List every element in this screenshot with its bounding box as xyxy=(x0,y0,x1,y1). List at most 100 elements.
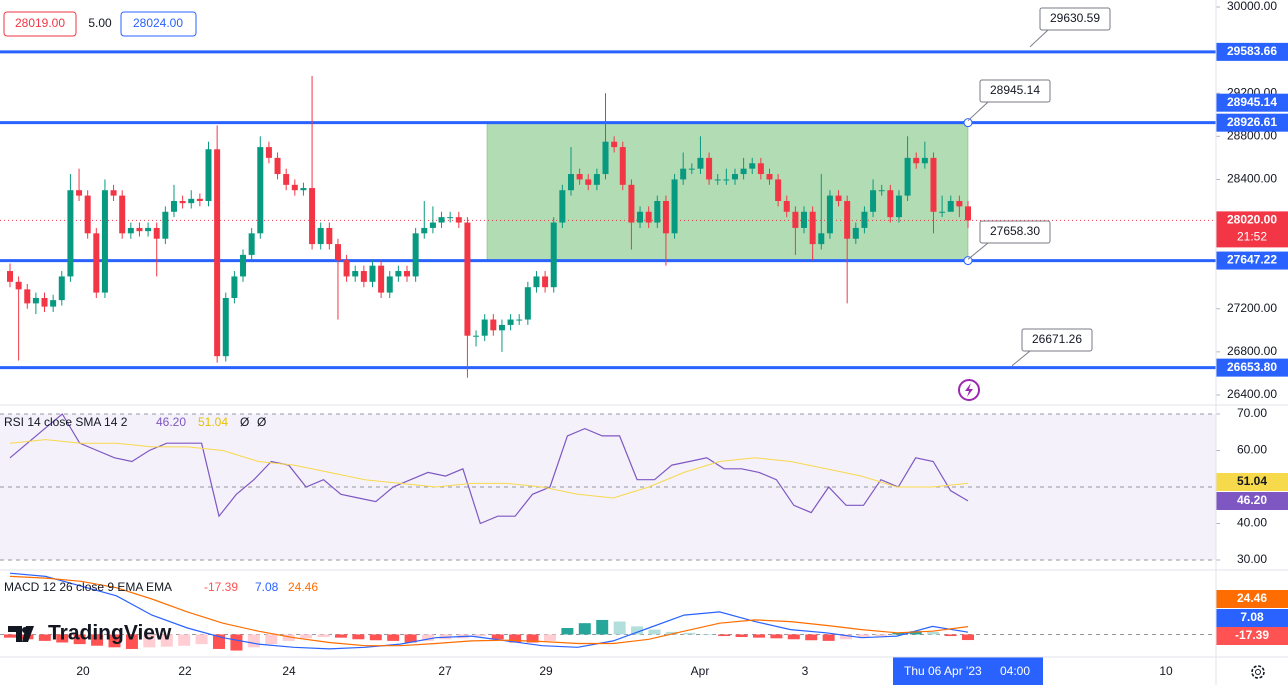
legend-value: 24.46 xyxy=(288,580,318,594)
callout-label: 27658.30 xyxy=(990,224,1040,238)
candle-body xyxy=(300,188,307,191)
candle-body xyxy=(697,157,704,169)
callout-pointer xyxy=(1011,350,1031,367)
callout-label: 29630.59 xyxy=(1050,11,1100,25)
axis-badge xyxy=(1216,113,1288,132)
candle-body xyxy=(41,297,48,307)
histogram-bar xyxy=(962,634,974,641)
candle-body xyxy=(205,149,212,201)
candle-body xyxy=(412,233,419,277)
histogram-bar xyxy=(334,634,347,638)
gear-hub xyxy=(1255,669,1261,675)
ask-box[interactable] xyxy=(120,11,197,37)
candle-body xyxy=(490,319,497,331)
x-tick-label: 3 xyxy=(802,664,809,678)
candle-body xyxy=(895,195,902,218)
histogram-bar xyxy=(422,634,435,641)
y-tick-label: 70.00 xyxy=(1237,406,1267,420)
candle-body xyxy=(524,287,531,320)
histogram-bar xyxy=(230,634,243,651)
axis-badge-label: 24.46 xyxy=(1237,591,1267,605)
candle-body xyxy=(188,198,195,204)
candle-body xyxy=(904,157,911,196)
histogram-bar xyxy=(143,634,156,648)
axis-badge-label: 7.08 xyxy=(1240,610,1264,624)
x-tick-label: 27 xyxy=(438,664,452,678)
indicator-line xyxy=(9,413,969,525)
histogram-bar xyxy=(892,632,905,635)
y-tick-label: 30000.00 xyxy=(1227,0,1277,13)
axis-badge-label: 27647.22 xyxy=(1227,253,1277,267)
bid-box[interactable] xyxy=(3,11,77,37)
candle-body xyxy=(274,157,281,175)
histogram-bar xyxy=(735,634,748,638)
axis-badge xyxy=(1216,251,1288,270)
candle-body xyxy=(257,147,264,234)
candle-body xyxy=(240,254,247,277)
histogram-bar xyxy=(352,634,365,640)
candle-body xyxy=(58,276,65,301)
candle-body xyxy=(792,211,799,228)
candle-body xyxy=(317,227,324,245)
candle-body xyxy=(309,188,316,245)
candle-body xyxy=(602,141,609,175)
axis-badge-label: 26653.80 xyxy=(1227,360,1277,374)
candle-body xyxy=(921,157,928,164)
candle-body xyxy=(870,190,877,212)
candle-body xyxy=(84,195,91,234)
candle-body xyxy=(714,179,721,181)
candle-body xyxy=(222,297,229,357)
candle-body xyxy=(326,227,333,245)
candle-body xyxy=(628,184,635,223)
candle-body xyxy=(654,200,661,223)
candle-body xyxy=(291,184,298,191)
candle-body xyxy=(438,217,445,223)
box-handle xyxy=(963,118,973,128)
candle-body xyxy=(7,271,13,282)
histogram-bar xyxy=(840,634,853,640)
settings-icon xyxy=(1251,665,1265,679)
candle-body xyxy=(947,200,954,212)
callout-box xyxy=(1021,328,1093,352)
candle-body xyxy=(481,319,488,336)
histogram-bar xyxy=(491,634,504,640)
x-tick-label: 29 xyxy=(539,664,553,678)
brand: TradingView xyxy=(48,622,172,645)
candle-body xyxy=(706,157,713,180)
candle-body xyxy=(153,227,160,239)
indicator-line xyxy=(9,439,969,499)
histogram-bar xyxy=(805,634,818,641)
histogram-bar xyxy=(4,634,16,638)
legend-value: 46.20 xyxy=(156,415,186,429)
range-box xyxy=(486,122,969,262)
histogram-bar xyxy=(38,634,51,641)
candle-body xyxy=(757,163,764,175)
candle-body xyxy=(334,244,341,261)
candle-body xyxy=(369,265,376,282)
histogram-bar xyxy=(526,634,539,643)
callout-label: 26671.26 xyxy=(1032,332,1082,346)
y-tick-label: 28400.00 xyxy=(1227,172,1277,186)
histogram-bar xyxy=(718,634,731,637)
histogram-bar xyxy=(125,634,138,649)
alert-circle[interactable] xyxy=(958,379,980,401)
candle-body xyxy=(818,233,825,245)
histogram-bar xyxy=(300,634,313,639)
histogram-bar xyxy=(613,621,626,635)
histogram-bar xyxy=(909,631,922,635)
candle-body xyxy=(455,217,462,223)
candle-body xyxy=(283,174,290,185)
axis-badge xyxy=(1216,590,1288,608)
candle-body xyxy=(585,179,592,185)
candle-body xyxy=(67,190,74,277)
axis-badge xyxy=(1216,93,1288,112)
candle-body xyxy=(844,200,851,239)
callout-box xyxy=(979,79,1051,103)
logo-dot xyxy=(22,627,28,633)
candle-body xyxy=(101,190,108,293)
histogram-bar xyxy=(474,634,487,637)
gear[interactable] xyxy=(1251,665,1265,679)
candle-body xyxy=(50,300,57,307)
candle-body xyxy=(731,174,738,180)
